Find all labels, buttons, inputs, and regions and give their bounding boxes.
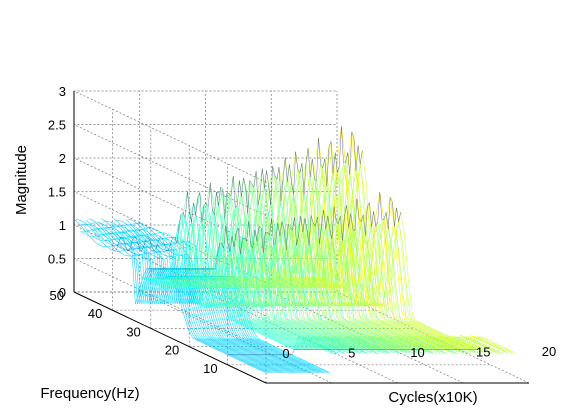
z-tick-label: 2.5 — [48, 118, 66, 133]
surface-mesh-line — [321, 164, 514, 354]
surface-mesh-line — [307, 162, 500, 354]
grid-line-cycles-floor — [139, 291, 332, 384]
surface-mesh-line — [213, 183, 406, 353]
grid-line-cycles-floor — [271, 291, 464, 384]
surface-mesh-line — [317, 170, 510, 354]
surface-mesh-line — [236, 175, 429, 353]
surface-mesh-line — [259, 168, 452, 353]
surface-mesh-line — [315, 137, 508, 353]
surface-mesh-line — [296, 152, 489, 353]
freq-tick-label: 30 — [126, 324, 140, 339]
surface-mesh-line — [194, 176, 387, 353]
surface-mesh-line — [140, 224, 333, 354]
cycles-tick-label: 15 — [476, 345, 490, 360]
z-tick-label: 0 — [59, 285, 66, 300]
freq-tick-label: 20 — [165, 343, 179, 358]
surface-mesh-line — [286, 158, 479, 353]
surface-mesh-line — [292, 141, 485, 353]
z-tick-label: 0.5 — [48, 252, 66, 267]
surface-ridge-line — [227, 349, 478, 356]
surface-mesh-line — [294, 173, 487, 354]
y-axis-label: Frequency(Hz) — [40, 385, 139, 402]
cycles-tick-label: 5 — [348, 346, 355, 361]
z-tick-label: 3 — [59, 84, 66, 99]
surface-mesh-line — [298, 172, 492, 354]
surface-mesh-line — [152, 222, 346, 354]
surface-ridge-line — [112, 126, 363, 252]
z-tick-label: 2 — [59, 151, 66, 166]
surface-mesh-line — [175, 214, 369, 354]
surface-mesh-line — [167, 202, 360, 354]
z-axis-label: Magnitude — [13, 145, 30, 215]
surface-mesh-line — [267, 163, 460, 353]
freq-tick-label: 10 — [203, 361, 217, 376]
cycles-tick-label: 20 — [542, 344, 556, 359]
z-tick-label: 1.5 — [48, 185, 66, 200]
cycles-tick-label: 0 — [282, 346, 289, 361]
surface-ridge-line — [150, 192, 401, 270]
surface-mesh-line — [190, 193, 383, 353]
surface-mesh — [73, 126, 517, 374]
surface-mesh-line — [323, 150, 517, 354]
z-tick-label: 1 — [59, 218, 66, 233]
freq-tick-label: 40 — [88, 306, 102, 321]
surface-mesh-line — [313, 131, 506, 353]
x-axis-label: Cycles(x10K) — [388, 389, 477, 406]
surface-mesh-line — [302, 126, 496, 352]
axis-line — [73, 291, 267, 384]
surface-mesh-line — [148, 191, 342, 352]
surface-mesh-line — [171, 182, 365, 352]
grid-line-cycles-floor — [336, 291, 530, 384]
cycles-tick-label: 10 — [410, 345, 424, 360]
axes-layer — [73, 91, 529, 384]
surface-mesh-line — [188, 193, 381, 353]
surface-mesh-line — [207, 186, 400, 353]
freq-tick-label: 50 — [50, 288, 64, 303]
